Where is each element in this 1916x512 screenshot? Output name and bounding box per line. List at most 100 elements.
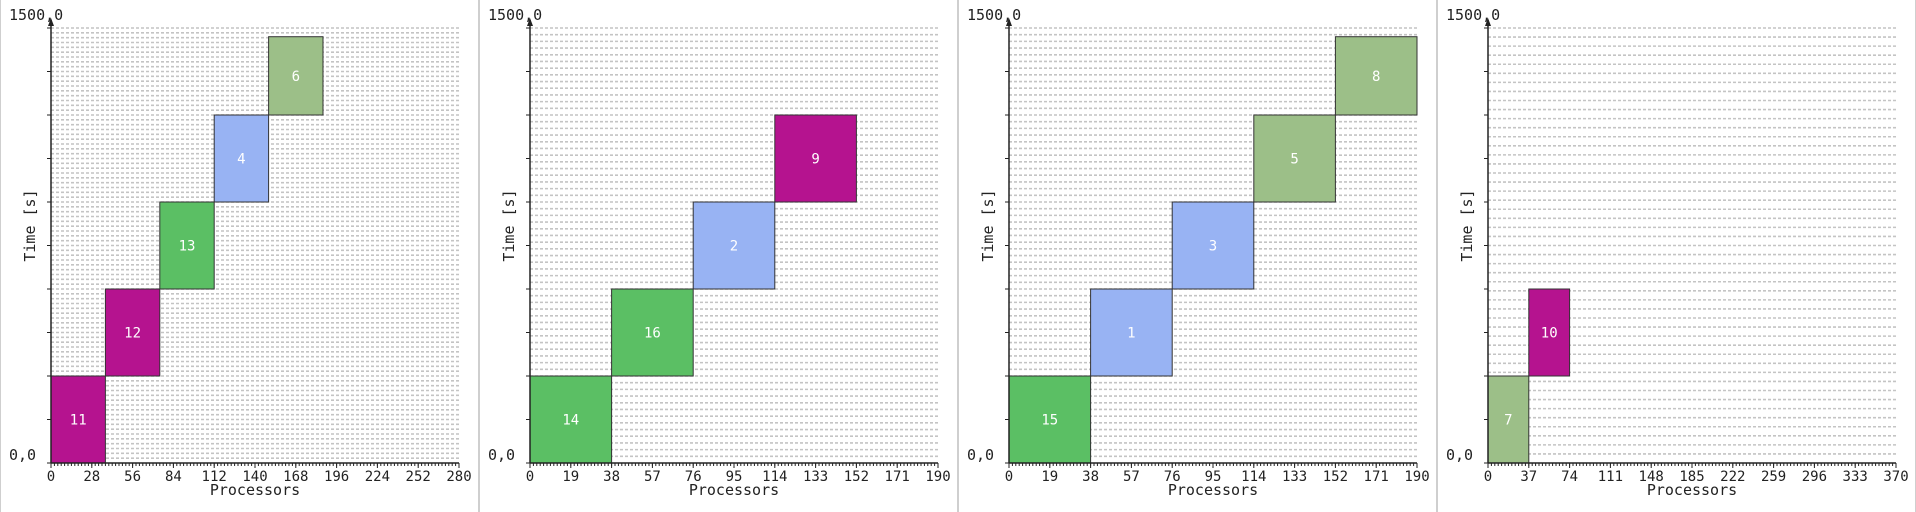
y-axis-title: Time [s] [1458, 189, 1476, 261]
job-label: 5 [1290, 152, 1298, 168]
x-tick-label: 0 [1484, 469, 1492, 485]
x-tick-label: 95 [1205, 469, 1222, 485]
x-tick-label: 133 [1282, 469, 1307, 485]
job-label: 7 [1504, 413, 1512, 429]
job-label: 9 [811, 152, 819, 168]
job-label: 1 [1127, 326, 1135, 342]
chart-panel-1: 11 12 13 4 6 0 28 56 84 112 140 168 196 224 252 280 1500… [0, 0, 479, 512]
x-axis-title: Processors [210, 481, 300, 499]
gantt-chart-2: 14 16 2 9 0 19 38 57 76 95 114 133 152 171 190 1500,0 0,… [488, 6, 951, 499]
y-axis-arrow [1485, 18, 1491, 26]
x-tick-label: 171 [885, 469, 910, 485]
job-label: 13 [179, 239, 196, 255]
x-tick-label: 252 [406, 469, 431, 485]
x-tick-label: 140 [242, 469, 267, 485]
y-tick-label-bottom: 0,0 [967, 446, 994, 464]
x-tick-label: 37 [1520, 469, 1537, 485]
grid-lines [1488, 27, 1896, 455]
y-tick-label-bottom: 0,0 [1446, 446, 1473, 464]
job-block-16 [611, 288, 694, 377]
x-tick-label: 56 [124, 469, 141, 485]
x-tick-label: 111 [1598, 469, 1623, 485]
y-axis-title: Time [s] [21, 189, 39, 261]
x-tick-label: 296 [1802, 469, 1827, 485]
x-tick-label: 224 [365, 469, 390, 485]
job-block-4 [213, 114, 270, 203]
x-tick-label: 76 [685, 469, 702, 485]
job-label: 11 [70, 413, 87, 429]
job-block-12 [104, 288, 161, 377]
x-tick-label: 114 [1241, 469, 1266, 485]
y-tick-label-top: 1500,0 [488, 6, 542, 24]
y-tick-label-top: 1500,0 [967, 6, 1021, 24]
y-axis-arrow [1006, 18, 1012, 26]
y-axis-arrow [48, 18, 54, 26]
x-tick-label: 95 [726, 469, 743, 485]
x-tick-label: 38 [603, 469, 620, 485]
y-axis-title: Time [s] [500, 189, 518, 261]
x-tick-label: 0 [526, 469, 534, 485]
x-tick-label: 19 [562, 469, 579, 485]
job-label: 16 [644, 326, 661, 342]
y-tick-label-top: 1500,0 [1446, 6, 1500, 24]
job-block-13 [159, 201, 215, 290]
job-label: 15 [1041, 413, 1058, 429]
x-tick-label: 84 [165, 469, 182, 485]
gantt-chart-1: 11 12 13 4 6 0 28 56 84 112 140 168 196 224 252 280 1500… [9, 6, 472, 499]
job-block-8 [1334, 36, 1418, 116]
chart-panel-3: 15 1 3 5 8 0 19 38 57 76 95 114 133 152 171 190 1500,0 0,… [958, 0, 1437, 512]
x-tick-label: 152 [844, 469, 869, 485]
job-label: 6 [292, 69, 300, 85]
x-tick-label: 190 [925, 469, 950, 485]
x-tick-label: 280 [446, 469, 471, 485]
x-tick-label: 152 [1323, 469, 1348, 485]
x-tick-label: 112 [202, 469, 227, 485]
x-tick-label: 190 [1404, 469, 1429, 485]
job-block-5 [1253, 114, 1336, 203]
grid-lines [530, 27, 938, 458]
x-axis-title: Processors [1647, 481, 1737, 499]
x-tick-label: 133 [803, 469, 828, 485]
x-tick-label: 148 [1639, 469, 1664, 485]
job-block-1 [1090, 288, 1173, 377]
job-block-2 [692, 201, 776, 290]
job-block-14 [529, 375, 613, 464]
job-block-3 [1171, 201, 1255, 290]
job-label: 2 [730, 239, 738, 255]
x-tick-label: 19 [1041, 469, 1058, 485]
y-tick-label-bottom: 0,0 [488, 446, 515, 464]
x-tick-label: 74 [1561, 469, 1578, 485]
y-axis-title: Time [s] [979, 189, 997, 261]
x-tick-label: 28 [83, 469, 100, 485]
job-label: 4 [237, 152, 245, 168]
job-label: 3 [1209, 239, 1217, 255]
y-tick-label-top: 1500,0 [9, 6, 63, 24]
x-tick-label: 114 [762, 469, 787, 485]
job-label: 12 [124, 326, 141, 342]
x-tick-label: 57 [644, 469, 661, 485]
x-tick-label: 222 [1720, 469, 1745, 485]
x-tick-label: 196 [324, 469, 349, 485]
y-tick-label-bottom: 0,0 [9, 446, 36, 464]
job-block-10 [1528, 288, 1571, 377]
job-block-9 [774, 114, 857, 203]
gantt-chart-3: 15 1 3 5 8 0 19 38 57 76 95 114 133 152 171 190 1500,0 0,… [967, 6, 1430, 499]
job-label: 10 [1541, 326, 1558, 342]
x-tick-label: 171 [1364, 469, 1389, 485]
x-tick-label: 76 [1164, 469, 1181, 485]
x-tick-label: 168 [283, 469, 308, 485]
chart-panel-4: 7 10 0 37 74 111 148 185 222 259 296 333 370 1500,0 0,… [1437, 0, 1916, 512]
x-tick-label: 259 [1761, 469, 1786, 485]
x-axis-title: Processors [1168, 481, 1258, 499]
x-tick-label: 0 [47, 469, 55, 485]
x-tick-label: 370 [1883, 469, 1908, 485]
job-block-7 [1487, 375, 1530, 464]
gantt-chart-4: 7 10 0 37 74 111 148 185 222 259 296 333 370 1500,0 0,… [1446, 6, 1909, 499]
job-label: 8 [1372, 69, 1380, 85]
x-tick-label: 38 [1082, 469, 1099, 485]
x-tick-label: 0 [1005, 469, 1013, 485]
x-tick-label: 333 [1843, 469, 1868, 485]
x-tick-label: 185 [1679, 469, 1704, 485]
job-block-15 [1008, 375, 1092, 464]
x-axis-title: Processors [689, 481, 779, 499]
